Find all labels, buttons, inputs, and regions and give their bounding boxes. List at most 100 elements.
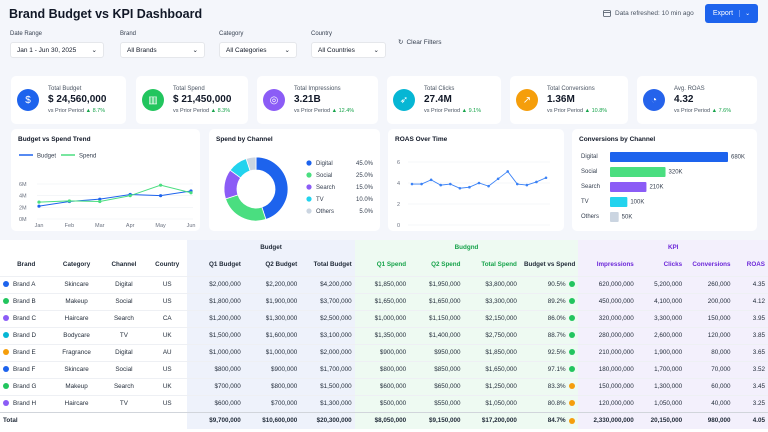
legend-swatch bbox=[306, 172, 312, 178]
table-cell: Makeup bbox=[65, 298, 88, 305]
column-header[interactable]: Channel bbox=[111, 261, 137, 269]
data-point bbox=[159, 194, 163, 198]
data-point bbox=[506, 170, 510, 173]
table-cell: $3,300,000 bbox=[463, 293, 520, 310]
data-label: 25.0% bbox=[356, 173, 374, 179]
column-header[interactable]: ROAS bbox=[733, 254, 768, 276]
table-cell: 1,900,000 bbox=[636, 344, 686, 361]
table-cell: US bbox=[162, 366, 172, 373]
column-header[interactable]: Category bbox=[62, 261, 91, 269]
table-cell: $1,900,000 bbox=[243, 293, 301, 310]
data-point bbox=[544, 176, 548, 180]
y-tick-label: 6M bbox=[19, 182, 27, 188]
kpi-delta: ▲ 10.8% bbox=[584, 108, 608, 114]
kpi-delta: ▲ 9.1% bbox=[461, 108, 482, 114]
status-dot bbox=[569, 298, 576, 305]
table-cell: $2,750,000 bbox=[463, 327, 520, 344]
table-cell: Brand D bbox=[0, 327, 52, 344]
column-header[interactable]: Q1 Spend bbox=[354, 254, 410, 276]
pie-icon: ◔ bbox=[643, 89, 665, 111]
table-cell: 280,000,000 bbox=[578, 327, 637, 344]
table-row[interactable]: Brand C Haircare Search CA $1,200,000 $1,300,… bbox=[0, 310, 768, 327]
table-cell: $1,400,000 bbox=[409, 327, 464, 344]
table-row[interactable]: Brand A Skincare Digital US $2,000,000 $2,200… bbox=[0, 276, 768, 293]
table-cell: 1,050,000 bbox=[636, 395, 686, 412]
table-cell: $700,000 bbox=[187, 378, 244, 395]
date-range-select[interactable]: Jan 1 - Jun 30, 2025 ⌄ bbox=[10, 42, 104, 58]
table-cell: $1,500,000 bbox=[300, 378, 355, 395]
x-tick-label: Feb bbox=[65, 223, 74, 229]
data-point bbox=[439, 183, 443, 187]
table-cell: Brand H bbox=[0, 395, 52, 412]
column-header[interactable]: Impressions bbox=[578, 254, 637, 276]
table-cell: TV bbox=[119, 332, 128, 339]
kpi-comparison: vs Prior Period ▲ 8.3% bbox=[173, 108, 231, 114]
table-cell: $650,000 bbox=[409, 378, 464, 395]
column-header[interactable]: Country bbox=[155, 261, 180, 269]
pie-slice bbox=[255, 156, 289, 220]
table-row[interactable]: Brand H Haircare TV US $600,000 $700,000 $1,30… bbox=[0, 395, 768, 412]
table-cell: 90.5% bbox=[519, 276, 579, 293]
table-cell: $900,000 bbox=[243, 361, 301, 378]
column-header[interactable]: Total Spend bbox=[463, 254, 520, 276]
column-header[interactable]: Clicks bbox=[636, 254, 686, 276]
kpi-label: Total Impressions bbox=[294, 86, 341, 92]
legend-label: Digital bbox=[316, 161, 333, 167]
table-cell: 5,200,000 bbox=[636, 276, 686, 293]
legend-label: Budget bbox=[37, 154, 56, 160]
table-cell: $1,200,000 bbox=[187, 310, 244, 327]
chevron-down-icon: ⌄ bbox=[739, 10, 750, 17]
table-cell: 3.25 bbox=[733, 395, 768, 412]
table-cell: 2,600,000 bbox=[636, 327, 686, 344]
status-dot bbox=[569, 315, 576, 322]
column-header[interactable]: Brand bbox=[17, 261, 36, 269]
column-header[interactable]: Q2 Spend bbox=[409, 254, 464, 276]
brand-name: Brand B bbox=[13, 298, 36, 305]
export-button[interactable]: Export ⌄ bbox=[705, 4, 758, 23]
table-cell: $17,200,000 bbox=[463, 411, 520, 429]
table-cell: 70,000 bbox=[685, 361, 734, 378]
table-cell: 40,000 bbox=[685, 395, 734, 412]
data-point bbox=[458, 186, 462, 190]
clear-filters-button[interactable]: ↻ Clear Filters bbox=[398, 38, 442, 47]
budget-vs-spend-value: 83.3% bbox=[547, 383, 566, 390]
brand-dot bbox=[3, 281, 9, 288]
data-point bbox=[410, 182, 414, 186]
data-point bbox=[98, 199, 102, 204]
kpi-card: ↗ Total Conversions 1.36M vs Prior Perio… bbox=[510, 76, 628, 124]
bar bbox=[610, 152, 728, 162]
table-cell: Total bbox=[0, 411, 53, 429]
y-tick-label: 0M bbox=[19, 217, 27, 223]
table-row[interactable]: Brand B Makeup Social US $1,800,000 $1,900,00… bbox=[0, 293, 768, 310]
kpi-value: 3.21B bbox=[294, 94, 321, 105]
chart-title: Conversions by Channel bbox=[579, 136, 656, 143]
data-point bbox=[487, 184, 490, 188]
kpi-label: Avg. ROAS bbox=[674, 86, 705, 92]
brand-name: Brand A bbox=[13, 281, 36, 288]
column-header[interactable]: Q2 Budget bbox=[243, 254, 301, 276]
table-cell: $2,200,000 bbox=[243, 276, 301, 293]
data-point bbox=[128, 194, 132, 198]
table-cell: $900,000 bbox=[354, 344, 410, 361]
brand-select[interactable]: All Brands ⌄ bbox=[120, 42, 205, 58]
table-cell: $20,300,000 bbox=[300, 411, 355, 429]
table-row[interactable]: Brand F Skincare Social US $800,000 $900,000 $… bbox=[0, 361, 768, 378]
country-select[interactable]: All Countries ⌄ bbox=[311, 42, 386, 58]
y-tick-label: 6 bbox=[397, 160, 400, 166]
data-point bbox=[37, 200, 41, 204]
category-select[interactable]: All Categories ⌄ bbox=[219, 42, 297, 58]
table-row[interactable]: Brand E Fragrance Digital AU $1,000,000 $1,00… bbox=[0, 344, 768, 361]
table-cell: 2,330,000,000 bbox=[578, 411, 637, 429]
table-row[interactable]: Brand G Makeup Search UK $700,000 $800,000 $1,… bbox=[0, 378, 768, 395]
column-header[interactable]: Conversions bbox=[685, 254, 734, 276]
column-header[interactable]: Budget vs Spend bbox=[519, 254, 579, 276]
table-cell: 320,000,000 bbox=[578, 310, 637, 327]
table-row[interactable]: Brand D Bodycare TV UK $1,500,000 $1,600,000 $… bbox=[0, 327, 768, 344]
kpi-comparison: vs Prior Period ▲ 10.8% bbox=[547, 108, 607, 114]
table-cell: 80.8% bbox=[519, 395, 579, 412]
kpi-card: ▥ Total Spend $ 21,450,000 vs Prior Peri… bbox=[136, 76, 248, 124]
column-header[interactable]: Total Budget bbox=[300, 254, 355, 276]
brand-dot bbox=[3, 315, 9, 322]
column-header[interactable]: Q1 Budget bbox=[187, 254, 244, 276]
kpi-comparison: vs Prior Period ▲ 12.4% bbox=[294, 108, 354, 114]
